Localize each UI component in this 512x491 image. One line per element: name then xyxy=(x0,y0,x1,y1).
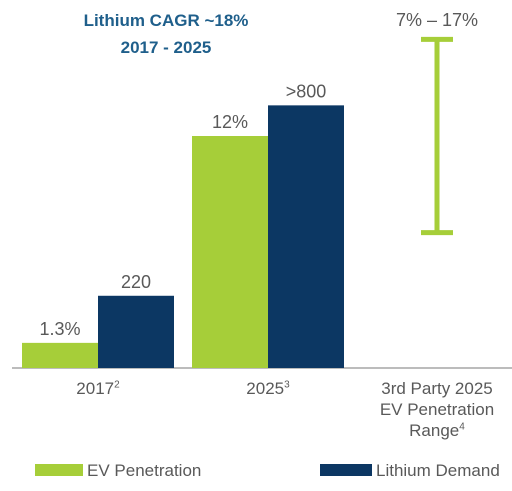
bar xyxy=(268,105,344,368)
bar xyxy=(98,295,174,368)
footnote-mark: 2 xyxy=(114,379,120,391)
category-text: 3rd Party 2025 EV Penetration Range xyxy=(379,379,495,440)
x-tick-label: 20172 xyxy=(23,378,173,399)
legend-swatch xyxy=(320,464,372,476)
bar xyxy=(22,342,98,368)
range-label: 7% – 17% xyxy=(396,10,478,30)
chart-subtitle: 2017 - 2025 xyxy=(121,38,212,57)
footnote-mark: 3 xyxy=(284,379,290,391)
category-text: 2017 xyxy=(76,379,115,398)
legend-label: Lithium Demand xyxy=(376,461,500,480)
data-label: 1.3% xyxy=(39,319,80,339)
data-label: 220 xyxy=(121,272,151,292)
data-label: >800 xyxy=(286,81,327,101)
category-text: 2025 xyxy=(246,379,285,398)
x-tick-label: 3rd Party 2025 EV Penetration Range4 xyxy=(372,378,502,441)
chart-title: Lithium CAGR ~18% xyxy=(84,11,249,30)
bar xyxy=(192,136,268,368)
data-label: 12% xyxy=(212,112,248,132)
legend-swatch xyxy=(35,464,83,476)
x-tick-label: 20253 xyxy=(193,378,343,399)
legend-label: EV Penetration xyxy=(87,461,201,480)
footnote-mark: 4 xyxy=(459,421,465,433)
